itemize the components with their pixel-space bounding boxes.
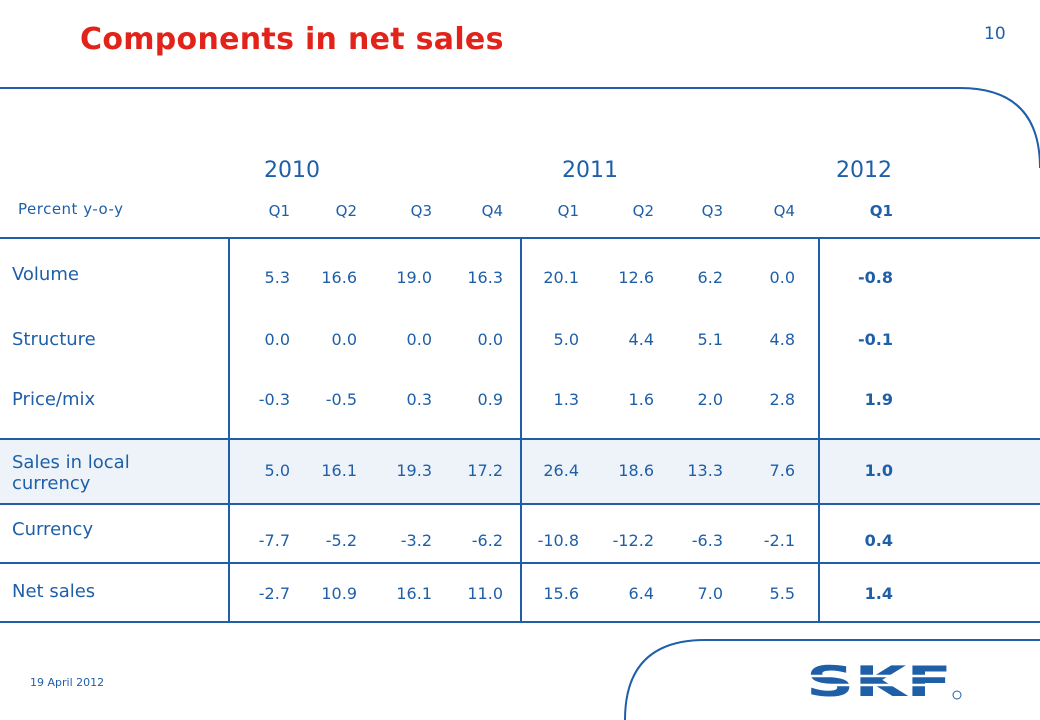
table-cell: -6.3 <box>691 531 723 550</box>
table-cell: 7.6 <box>769 461 795 480</box>
page-title: Components in net sales <box>80 22 504 57</box>
row-label-currency: Currency <box>12 519 94 540</box>
table-cell: -0.1 <box>858 330 893 349</box>
table-cell: 0.4 <box>864 531 893 550</box>
year-header-2012: 2012 <box>836 158 892 183</box>
table-cell: 6.4 <box>628 584 654 603</box>
table-cell: 0.9 <box>477 390 503 409</box>
row-label-line: currency <box>12 473 91 494</box>
quarter-header: Q1 <box>557 202 579 220</box>
table-cell: 19.3 <box>396 461 432 480</box>
table-cell: -0.5 <box>325 390 357 409</box>
quarter-header: Q2 <box>632 202 654 220</box>
row-label-price-mix: Price/mix <box>12 389 96 410</box>
table-cell: 16.3 <box>467 268 503 287</box>
row-label-structure: Structure <box>12 329 96 350</box>
table-cell: 5.3 <box>264 268 290 287</box>
page-number: 10 <box>984 24 1006 44</box>
year-header-2011: 2011 <box>562 158 618 183</box>
table-divider <box>228 237 230 623</box>
table-cell: -10.8 <box>537 531 579 550</box>
quarter-header: Q2 <box>335 202 357 220</box>
row-label-volume: Volume <box>12 264 79 285</box>
quarter-header: Q3 <box>701 202 723 220</box>
table-cell: 15.6 <box>543 584 579 603</box>
table-cell: 16.6 <box>321 268 357 287</box>
table-divider <box>520 237 522 623</box>
table-cell: 0.3 <box>406 390 432 409</box>
table-cell: 12.6 <box>618 268 654 287</box>
table-cell: 26.4 <box>543 461 579 480</box>
table-cell: 16.1 <box>321 461 357 480</box>
table-cell: 1.0 <box>864 461 893 480</box>
footer-date: 19 April 2012 <box>30 676 105 689</box>
table-cell: 19.0 <box>396 268 432 287</box>
quarter-header: Q1 <box>268 202 290 220</box>
table-cell: 0.0 <box>264 330 290 349</box>
table-cell: 16.1 <box>396 584 432 603</box>
table-cell: -5.2 <box>325 531 357 550</box>
quarter-header: Q4 <box>481 202 503 220</box>
table-cell: -2.7 <box>258 584 290 603</box>
table-divider <box>818 237 820 623</box>
table-cell: -0.8 <box>858 268 893 287</box>
row-label-sales-local-currency: Sales in local currency <box>12 452 130 494</box>
table-cell: 10.9 <box>321 584 357 603</box>
table-cell: -3.2 <box>400 531 432 550</box>
quarter-header: Q1 <box>869 202 893 220</box>
table-cell: -6.2 <box>471 531 503 550</box>
table-cell: 6.2 <box>697 268 723 287</box>
table-cell: -2.1 <box>763 531 795 550</box>
table-cell: 1.3 <box>553 390 579 409</box>
quarter-header: Q3 <box>410 202 432 220</box>
table-cell: 20.1 <box>543 268 579 287</box>
table-cell: 5.5 <box>769 584 795 603</box>
table-cell: -7.7 <box>258 531 290 550</box>
table-cell: 2.8 <box>769 390 795 409</box>
table-cell: 1.4 <box>864 584 893 603</box>
table-cell: 4.8 <box>769 330 795 349</box>
table-cell: 7.0 <box>697 584 723 603</box>
skf-logo: SKF <box>806 664 962 700</box>
svg-text:SKF: SKF <box>806 664 952 700</box>
table-cell: -0.3 <box>258 390 290 409</box>
table-cell: 5.1 <box>697 330 723 349</box>
table-cell: 0.0 <box>406 330 432 349</box>
table-cell: 0.0 <box>331 330 357 349</box>
row-label-net-sales: Net sales <box>12 581 96 602</box>
table-cell: 1.6 <box>628 390 654 409</box>
table-cell: 5.0 <box>264 461 290 480</box>
row-label-line: Sales in local <box>12 452 130 473</box>
table-cell: -12.2 <box>612 531 654 550</box>
table-cell: 13.3 <box>687 461 723 480</box>
table-cell: 0.0 <box>477 330 503 349</box>
table-cell: 1.9 <box>864 390 893 409</box>
table-cell: 11.0 <box>467 584 503 603</box>
table-cell: 2.0 <box>697 390 723 409</box>
year-header-2010: 2010 <box>264 158 320 183</box>
table-cell: 5.0 <box>553 330 579 349</box>
table-cell: 0.0 <box>769 268 795 287</box>
table-cell: 17.2 <box>467 461 503 480</box>
unit-label: Percent y-o-y <box>18 200 124 218</box>
table-cell: 4.4 <box>628 330 654 349</box>
table-cell: 18.6 <box>618 461 654 480</box>
quarter-header: Q4 <box>773 202 795 220</box>
